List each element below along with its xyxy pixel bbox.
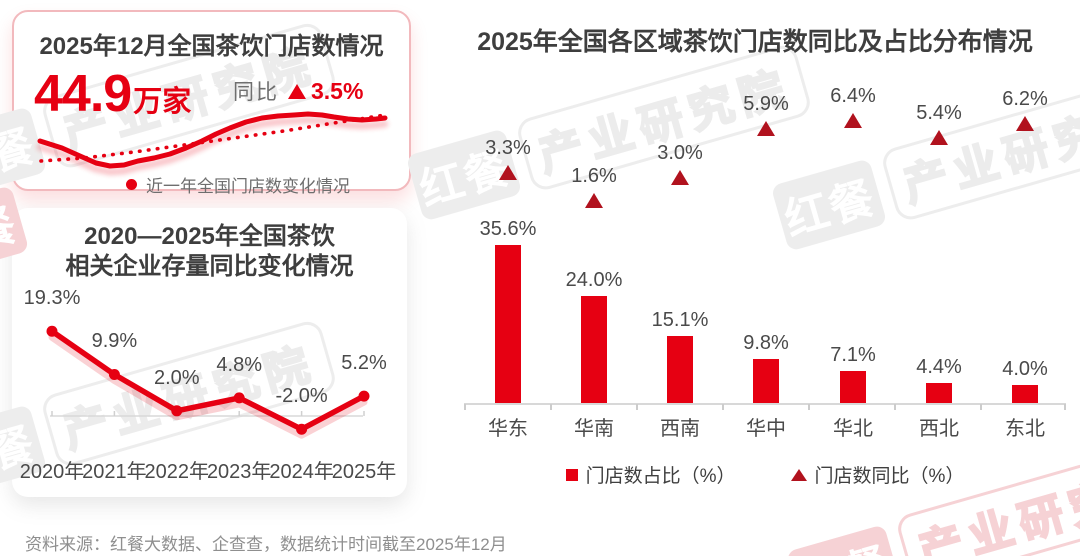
yoy-triangle-marker <box>671 170 689 185</box>
yoy-value-label: 5.9% <box>743 93 789 115</box>
share-value-label: 4.0% <box>1002 358 1048 380</box>
yoy-value: 3.5% <box>311 77 364 104</box>
regional-x-axis <box>464 403 1066 405</box>
axis-tick <box>1064 404 1066 410</box>
region-label: 西南 <box>660 418 700 440</box>
region-column-xinan: 3.0% 15.1% 西南 <box>637 0 723 556</box>
enterprise-yoy-chart <box>46 325 370 439</box>
axis-tick <box>636 404 638 410</box>
yoy-value-label: 6.2% <box>1002 88 1048 110</box>
enterprise-yoy-card: 2020—2025年全国茶饮 相关企业存量同比变化情况 19.3% 9.9% 2… <box>12 208 407 497</box>
enterprise-line <box>49 328 367 432</box>
legend-dot-icon <box>126 179 137 190</box>
store-trend-line-shadow <box>36 116 389 176</box>
region-label: 华东 <box>488 418 528 440</box>
store-trend-solid-line <box>37 111 388 169</box>
store-count-title: 2025年12月全国茶饮门店数情况 <box>39 33 384 60</box>
axis-tick <box>722 404 724 410</box>
store-count-yoy: 同比 3.5% <box>233 76 363 106</box>
store-count-number: 44.9 <box>34 65 132 123</box>
share-value-label: 15.1% <box>651 309 709 331</box>
share-bar <box>667 336 693 403</box>
year-label: 2023年 <box>206 461 272 483</box>
share-bar <box>581 296 607 403</box>
enterprise-line-shadow <box>48 333 368 439</box>
share-bar <box>1012 385 1038 403</box>
region-column-huabei: 6.4% 7.1% 华北 <box>810 0 896 556</box>
yoy-value-label: 3.3% <box>485 137 531 159</box>
yoy-value-label: 3.0% <box>657 142 703 164</box>
yoy-triangle-marker <box>930 130 948 145</box>
legend-share-label: 门店数占比（%） <box>585 466 736 487</box>
legend-item-yoy: 门店数同比（%） <box>790 461 965 488</box>
share-bar <box>926 383 952 403</box>
year-label: 2024年 <box>269 461 334 483</box>
store-trend-legend-label: 近一年全国门店数变化情况 <box>146 177 350 196</box>
store-trend-dotted-line <box>39 113 387 163</box>
axis-tick <box>894 404 896 410</box>
axis-tick <box>808 404 810 410</box>
source-note: 资料来源：红餐大数据、企查查，数据统计时间截至2025年12月 <box>25 535 507 554</box>
region-label: 东北 <box>1005 418 1045 440</box>
region-label: 西北 <box>919 418 959 440</box>
data-label: 9.9% <box>91 330 138 353</box>
axis-tick <box>464 404 466 410</box>
yoy-label: 同比 <box>233 81 279 104</box>
year-label: 2022年 <box>144 461 210 483</box>
axis-tick <box>550 404 552 410</box>
dark-triangle-icon <box>790 468 807 481</box>
data-label: 4.8% <box>216 353 262 376</box>
region-column-huazhong: 5.9% 9.8% 华中 <box>723 0 809 556</box>
yoy-triangle-marker <box>499 165 517 180</box>
legend-yoy-label: 门店数同比（%） <box>814 466 965 487</box>
region-column-huanan: 1.6% 24.0% 华南 <box>551 0 637 556</box>
enterprise-title-line2: 相关企业存量同比变化情况 <box>65 253 354 280</box>
share-value-label: 35.6% <box>479 218 537 240</box>
data-label: -2.0% <box>275 385 328 408</box>
yoy-value-label: 1.6% <box>571 165 617 187</box>
data-label: 19.3% <box>23 287 81 310</box>
region-label: 华南 <box>574 418 614 440</box>
store-trend-legend: 近一年全国门店数变化情况 <box>126 172 350 197</box>
share-bar <box>840 371 866 403</box>
data-label: 2.0% <box>154 366 200 389</box>
share-value-label: 7.1% <box>830 344 876 366</box>
store-trend-chart <box>36 111 389 176</box>
enterprise-title-line1: 2020—2025年全国茶饮 <box>84 223 335 250</box>
region-column-dongbei: 6.2% 4.0% 东北 <box>982 0 1068 556</box>
share-value-label: 4.4% <box>916 356 962 378</box>
yoy-value-label: 6.4% <box>830 85 876 107</box>
share-bar <box>753 359 779 403</box>
year-label: 2025年 <box>331 461 397 483</box>
share-value-label: 9.8% <box>743 332 789 354</box>
up-triangle-icon <box>288 83 306 99</box>
year-label: 2021年 <box>82 461 147 483</box>
yoy-triangle-marker <box>844 113 862 128</box>
data-label: 5.2% <box>341 352 387 375</box>
yoy-triangle-marker <box>757 121 775 136</box>
regional-legend: 门店数占比（%） 门店数同比（%） <box>455 461 1075 488</box>
legend-item-share: 门店数占比（%） <box>565 461 736 488</box>
yoy-triangle-marker <box>585 193 603 208</box>
enterprise-yoy-title: 2020—2025年全国茶饮 相关企业存量同比变化情况 <box>12 222 407 282</box>
regional-chart-title: 2025年全国各区域茶饮门店数同比及占比分布情况 <box>477 28 1033 56</box>
enterprise-points <box>46 325 370 435</box>
share-bar <box>495 245 521 403</box>
store-count-card: 2025年12月全国茶饮门店数情况 44.9 万家 同比 3.5% 近一年全国门… <box>12 10 411 196</box>
red-square-icon <box>565 468 578 481</box>
region-column-xibei: 5.4% 4.4% 西北 <box>896 0 982 556</box>
region-label: 华中 <box>746 418 786 440</box>
yoy-value-label: 5.4% <box>916 102 962 124</box>
yoy-triangle-marker <box>1016 116 1034 131</box>
region-label: 华北 <box>833 418 873 440</box>
store-count-value: 44.9 万家 <box>34 64 191 124</box>
axis-tick <box>980 404 982 410</box>
share-value-label: 24.0% <box>565 269 623 291</box>
store-count-unit: 万家 <box>133 86 192 118</box>
